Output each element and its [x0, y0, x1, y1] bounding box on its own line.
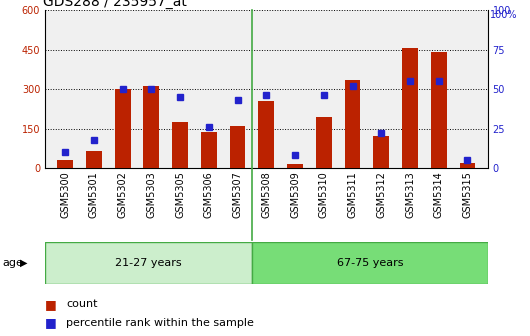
- Text: GSM5314: GSM5314: [434, 172, 444, 218]
- Bar: [344, 80, 360, 168]
- Bar: [259, 101, 274, 168]
- Text: GSM5312: GSM5312: [376, 172, 386, 218]
- Text: GSM5306: GSM5306: [204, 172, 214, 218]
- Text: ▶: ▶: [20, 258, 28, 268]
- Text: GSM5310: GSM5310: [319, 172, 329, 218]
- Text: GSM5300: GSM5300: [60, 172, 70, 218]
- Bar: [201, 132, 217, 168]
- Text: GSM5305: GSM5305: [175, 172, 185, 218]
- Text: GSM5301: GSM5301: [89, 172, 99, 218]
- Text: GSM5308: GSM5308: [261, 172, 271, 218]
- Bar: [172, 122, 188, 168]
- Text: GSM5307: GSM5307: [233, 172, 243, 218]
- Text: ■: ■: [45, 316, 57, 329]
- Bar: [86, 151, 102, 168]
- Bar: [402, 48, 418, 168]
- Text: GSM5315: GSM5315: [463, 172, 472, 218]
- Bar: [57, 160, 73, 168]
- Bar: [144, 86, 160, 168]
- Bar: [287, 164, 303, 168]
- Text: GSM5303: GSM5303: [146, 172, 156, 218]
- Text: GSM5302: GSM5302: [118, 172, 128, 218]
- Bar: [114, 89, 130, 168]
- Text: 67-75 years: 67-75 years: [337, 258, 403, 268]
- Bar: [431, 52, 447, 168]
- Text: GDS288 / 235957_at: GDS288 / 235957_at: [43, 0, 187, 9]
- Text: 21-27 years: 21-27 years: [115, 258, 182, 268]
- Bar: [229, 126, 245, 168]
- Bar: [316, 117, 332, 168]
- Text: ■: ■: [45, 298, 57, 310]
- Text: age: age: [3, 258, 23, 268]
- Text: 100%: 100%: [490, 10, 518, 20]
- Bar: [373, 136, 389, 168]
- Text: GSM5309: GSM5309: [290, 172, 300, 218]
- Text: count: count: [66, 299, 98, 309]
- Bar: [45, 242, 252, 284]
- Text: GSM5313: GSM5313: [405, 172, 415, 218]
- Bar: [252, 242, 488, 284]
- Bar: [460, 163, 475, 168]
- Text: GSM5311: GSM5311: [348, 172, 358, 218]
- Text: percentile rank within the sample: percentile rank within the sample: [66, 318, 254, 328]
